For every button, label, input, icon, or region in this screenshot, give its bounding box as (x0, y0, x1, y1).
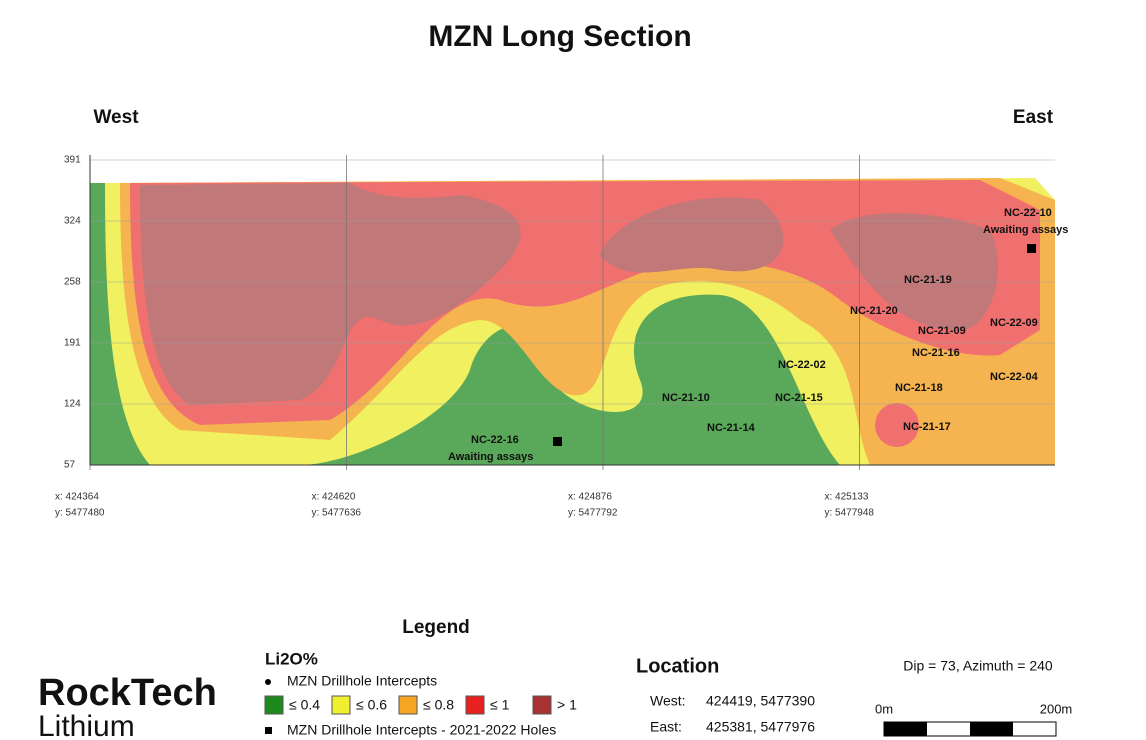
hole-label: NC-21-14 (707, 422, 756, 434)
scale-label: 0m (875, 701, 893, 716)
axes: 391 324 258 191 124 57 x: 424364 y: 5477480 x: 4… (55, 155, 1055, 519)
hole-label: NC-21-16 (912, 347, 960, 359)
hole-label: NC-22-04 (990, 371, 1039, 383)
x-tick-label: y: 5477636 (312, 508, 362, 519)
location-key: East: (650, 719, 682, 735)
y-tick-label: 391 (64, 155, 81, 166)
east-label: East (1013, 107, 1054, 128)
class-swatch (465, 695, 485, 715)
title: MZN Long Section (428, 20, 691, 53)
class-swatch (532, 695, 552, 715)
x-tick-label: x: 424364 (55, 492, 99, 503)
x-tick-label: x: 424620 (312, 492, 356, 503)
logo-name: RockTech (38, 672, 217, 714)
orientation: Dip = 73, Azimuth = 240 (903, 658, 1053, 674)
class-label: ≤ 0.8 (423, 697, 454, 713)
hole-label: NC-22-02 (778, 359, 826, 371)
class-label: ≤ 1 (490, 697, 510, 713)
hole-label: NC-21-20 (850, 305, 898, 317)
x-tick-label: x: 424876 (568, 492, 612, 503)
y-tick-label: 258 (64, 277, 81, 288)
logo-sub: Lithium (38, 710, 135, 740)
x-tick-label: y: 5477948 (825, 508, 875, 519)
hole-marker (1027, 244, 1036, 253)
hole-label: NC-21-19 (904, 274, 952, 286)
hole-label: NC-21-17 (903, 421, 951, 433)
class-label: ≤ 0.4 (289, 697, 320, 713)
hole-label: NC-22-16 (471, 434, 519, 446)
legend-intercepts: MZN Drillhole Intercepts (287, 673, 437, 689)
class-swatch (398, 695, 418, 715)
x-tick-label: x: 425133 (825, 492, 869, 503)
legend-classes: ≤ 0.4 ≤ 0.6 ≤ 0.8 ≤ 1 > 1 (264, 695, 577, 715)
class-label: > 1 (557, 697, 577, 713)
hole-label: NC-21-15 (775, 392, 823, 404)
x-tick-label: y: 5477480 (55, 508, 105, 519)
location-title: Location (636, 655, 719, 677)
hole-label: NC-22-09 (990, 317, 1038, 329)
legend-title: Legend (402, 617, 470, 638)
scale-label: 200m (1040, 701, 1073, 716)
y-tick-label: 124 (64, 399, 81, 410)
hole-label: NC-21-10 (662, 392, 710, 404)
scale-bar (883, 721, 1057, 737)
class-swatch (264, 695, 284, 715)
location-value: 424419, 5477390 (706, 693, 815, 709)
y-tick-label: 324 (64, 216, 81, 227)
class-label: ≤ 0.6 (356, 697, 387, 713)
hole-marker (553, 437, 562, 446)
class-swatch (331, 695, 351, 715)
hole-label: NC-22-10 (1004, 207, 1052, 219)
hole-labels: NC-22-10 Awaiting assays NC-21-19 NC-21-… (448, 207, 1068, 463)
grade-contours (90, 178, 1055, 465)
dot-symbol (265, 679, 271, 685)
location-key: West: (650, 693, 686, 709)
square-symbol (265, 727, 272, 734)
hole-label: NC-21-09 (918, 325, 966, 337)
hole-label: NC-21-18 (895, 382, 943, 394)
x-tick-label: y: 5477792 (568, 508, 618, 519)
legend-new-holes: MZN Drillhole Intercepts - 2021-2022 Hol… (287, 722, 556, 738)
y-tick-label: 191 (64, 338, 81, 349)
location-value: 425381, 5477976 (706, 719, 815, 735)
hole-note: Awaiting assays (448, 451, 533, 463)
west-label: West (93, 107, 139, 128)
hole-note: Awaiting assays (983, 224, 1068, 236)
y-tick-label: 57 (64, 460, 76, 471)
legend-unit: Li2O% (265, 649, 318, 668)
